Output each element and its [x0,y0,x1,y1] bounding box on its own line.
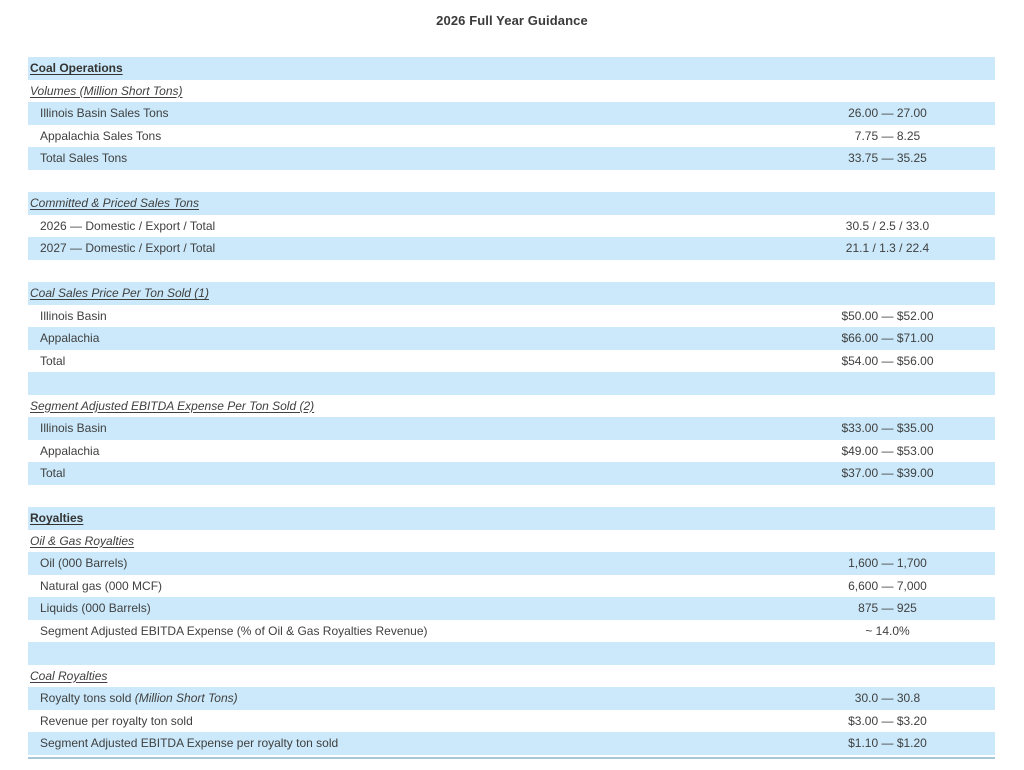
row-value: 33.75 — 35.25 [848,151,927,165]
row-label: Oil (000 Barrels) [40,556,128,570]
row-value: 21.1 / 1.3 / 22.4 [845,241,930,255]
spacer-row [28,169,995,192]
section-header-row: Coal Operations [28,57,995,80]
row-label: Royalty tons sold (Million Short Tons) [40,691,238,705]
row-value: $1.10 — $1.20 [848,736,927,750]
row-label: 2026 — Domestic / Export / Total [40,218,216,233]
row-value: 1,600 — 1,700 [848,556,927,570]
row-value: ~ 14.0% [865,623,910,638]
spacer-row [28,259,995,282]
table-row: Illinois Basin $33.00 — $35.00 [28,417,995,440]
table-row: Oil (000 Barrels) 1,600 — 1,700 [28,552,995,575]
row-label: Coal Operations [30,61,123,75]
row-value: 30.0 — 30.8 [854,691,921,705]
page-title: 2026 Full Year Guidance [436,13,588,28]
row-label: Segment Adjusted EBITDA Expense per roya… [40,736,339,750]
row-value: $37.00 — $39.00 [841,466,934,480]
table-row: Illinois Basin Sales Tons 26.00 — 27.00 [28,102,995,125]
table-row: 2026 — Domestic / Export / Total 30.5 / 2… [28,214,995,237]
table-row: Total Sales Tons 33.75 — 35.25 [28,147,995,170]
row-value: $50.00 — $52.00 [841,308,934,323]
row-label: Total [40,466,66,480]
row-value: $54.00 — $56.00 [841,353,934,368]
row-label: Natural gas (000 MCF) [40,578,163,593]
row-label: Illinois Basin Sales Tons [40,106,169,120]
spacer-row [28,484,995,507]
table-row: Appalachia Sales Tons 7.75 — 8.25 [28,124,995,147]
table-row: Appalachia $66.00 — $71.00 [28,327,995,350]
row-label: Appalachia [40,443,100,458]
row-value: $49.00 — $53.00 [841,443,934,458]
table-row: Natural gas (000 MCF) 6,600 — 7,000 [28,574,995,597]
table-row: Revenue per royalty ton sold $3.00 — $3.2… [28,709,995,732]
section-header-row: Coal Royalties [28,664,995,687]
section-header-row: Oil & Gas Royalties [28,529,995,552]
row-value: $3.00 — $3.20 [848,713,927,728]
section-header-row: Coal Sales Price Per Ton Sold (1) [28,282,995,305]
table-row: Illinois Basin $50.00 — $52.00 [28,304,995,327]
table-row: Total $54.00 — $56.00 [28,349,995,372]
table-row: Appalachia $49.00 — $53.00 [28,439,995,462]
spacer-row [28,372,995,395]
row-label: Appalachia Sales Tons [40,128,162,143]
table-row: Segment Adjusted EBITDA Expense per roya… [28,732,995,755]
row-label: Segment Adjusted EBITDA Expense Per Ton … [30,398,315,413]
section-header-row: Volumes (Million Short Tons) [28,79,995,102]
row-value: $33.00 — $35.00 [841,421,934,435]
row-value: 7.75 — 8.25 [854,128,921,143]
row-label: Revenue per royalty ton sold [40,713,193,728]
table-row: Royalty tons sold (Million Short Tons) 30… [28,687,995,710]
row-label-italic-suffix: (Million Short Tons) [134,691,238,705]
row-value: $66.00 — $71.00 [841,331,934,345]
guidance-table: Coal Operations Volumes (Million Short To… [28,57,995,755]
row-label: Segment Adjusted EBITDA Expense (% of Oi… [40,623,428,638]
row-label: Coal Sales Price Per Ton Sold (1) [30,286,209,300]
row-label: Appalachia [40,331,100,345]
row-label: Volumes (Million Short Tons) [30,83,183,98]
table-row: Total $37.00 — $39.00 [28,462,995,485]
row-label: 2027 — Domestic / Export / Total [40,241,216,255]
row-label: Coal Royalties [30,668,108,683]
row-value: 30.5 / 2.5 / 33.0 [845,218,930,233]
row-label: Royalties [30,511,84,525]
row-label: Oil & Gas Royalties [30,533,135,548]
row-value: 875 — 925 [858,601,917,615]
section-header-row: Royalties [28,507,995,530]
table-bottom-rule [28,757,995,759]
table-row: Segment Adjusted EBITDA Expense (% of Oi… [28,619,995,642]
table-row: Liquids (000 Barrels) 875 — 925 [28,597,995,620]
row-label: Illinois Basin [40,421,107,435]
section-header-row: Segment Adjusted EBITDA Expense Per Ton … [28,394,995,417]
row-label: Illinois Basin [40,308,107,323]
row-label: Committed & Priced Sales Tons [30,196,199,210]
row-label: Total [40,353,66,368]
row-label: Total Sales Tons [40,151,128,165]
row-label: Liquids (000 Barrels) [40,601,151,615]
row-value: 6,600 — 7,000 [848,578,927,593]
section-header-row: Committed & Priced Sales Tons [28,192,995,215]
table-row: 2027 — Domestic / Export / Total 21.1 / 1… [28,237,995,260]
row-value: 26.00 — 27.00 [848,106,927,120]
spacer-row [28,642,995,665]
